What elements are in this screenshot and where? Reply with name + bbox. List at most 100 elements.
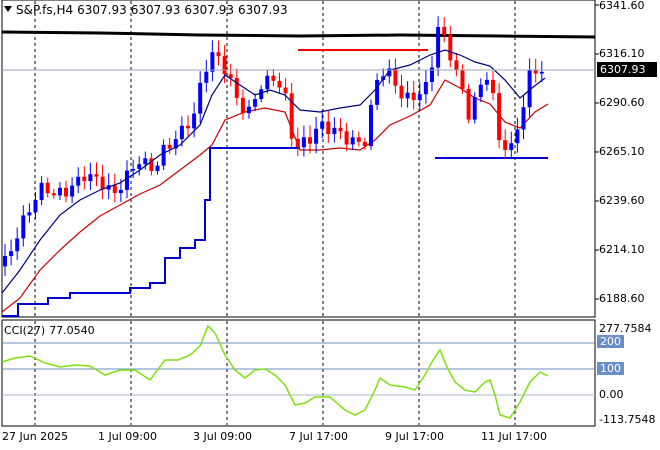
candle-body xyxy=(76,176,81,186)
candle-body xyxy=(100,176,105,190)
cci-panel-frame xyxy=(1,319,596,427)
candle-body xyxy=(320,121,325,129)
main-panel-frame xyxy=(1,0,596,318)
candle-body xyxy=(454,60,459,71)
candle-body xyxy=(9,251,14,256)
cci-level-lines xyxy=(2,342,595,396)
candle-body xyxy=(125,170,129,190)
candle-body xyxy=(27,212,32,216)
candle-body xyxy=(82,176,87,182)
candle-body xyxy=(338,127,343,132)
candle-body xyxy=(21,215,26,239)
candle-body xyxy=(247,106,251,114)
price-label: 6188.60 xyxy=(599,292,645,305)
stepped-support-path xyxy=(2,147,300,317)
current-price-tag: 6307.93 xyxy=(597,62,657,77)
candle-body xyxy=(442,26,447,35)
candle-body xyxy=(118,189,123,194)
candle-body xyxy=(466,88,471,120)
candle-body xyxy=(283,87,288,94)
vertical-grid xyxy=(34,1,516,425)
price-label: 6290.60 xyxy=(599,96,645,109)
candle-body xyxy=(405,92,410,99)
candle-body xyxy=(137,164,142,169)
cci-level-tag: 100 xyxy=(597,362,624,375)
low-value: 6307.93 xyxy=(184,3,234,17)
price-label: 6316.10 xyxy=(599,47,645,60)
candle-body xyxy=(88,174,93,182)
candle-body xyxy=(387,68,392,77)
candle-body xyxy=(131,168,136,171)
candle-body xyxy=(33,200,38,213)
fast-moving-average xyxy=(1,49,546,294)
candle-body xyxy=(314,128,319,144)
candle-body xyxy=(222,56,227,75)
high-value: 6307.93 xyxy=(130,3,181,17)
price-label: 6265.10 xyxy=(599,145,645,158)
cci-axis-label: 277.7584 xyxy=(599,322,652,335)
time-label: 9 Jul 17:00 xyxy=(385,430,444,443)
long-moving-average xyxy=(1,30,596,39)
candle-body xyxy=(503,140,508,150)
candle-body xyxy=(210,52,215,72)
candle-body xyxy=(527,70,532,108)
candle-body xyxy=(112,185,117,194)
candle-body xyxy=(332,127,337,134)
cci-line xyxy=(1,324,549,419)
candle-body xyxy=(533,70,538,74)
candle-body xyxy=(265,75,270,90)
cci-header: CCI(27) 77.0540 xyxy=(4,324,99,337)
cci-value: 77.0540 xyxy=(49,324,95,337)
candle-body xyxy=(393,68,398,86)
close-value: 6307.93 xyxy=(237,3,288,17)
long-ma-path xyxy=(1,30,596,39)
price-label: 6214.10 xyxy=(599,243,645,256)
candle-body xyxy=(362,141,367,147)
candle-body xyxy=(356,137,361,142)
candle-body xyxy=(430,67,434,82)
candle-body xyxy=(259,89,264,100)
chevron-down-icon[interactable] xyxy=(4,6,12,12)
chart-header: S&P.fs,H4 6307.93 6307.93 6307.93 6307.93 xyxy=(4,3,292,17)
candle-body xyxy=(460,70,465,89)
time-label: 27 Jun 2025 xyxy=(2,430,69,443)
candle-body xyxy=(411,92,416,101)
candle-body xyxy=(253,99,258,107)
candle-body xyxy=(143,158,148,165)
candle-body xyxy=(375,79,380,105)
candle-body xyxy=(350,137,355,145)
cci-path xyxy=(1,324,549,419)
candle-body xyxy=(326,121,331,134)
candle-body xyxy=(39,182,44,201)
candle-body xyxy=(51,193,56,196)
time-label: 3 Jul 09:00 xyxy=(193,430,252,443)
candle-body xyxy=(179,125,184,140)
candles xyxy=(3,16,544,276)
candle-body xyxy=(198,82,203,114)
candle-body xyxy=(186,125,190,129)
candle-body xyxy=(277,80,282,88)
candle-body xyxy=(515,129,520,144)
candle-body xyxy=(173,139,178,149)
candle-body xyxy=(94,174,99,177)
candle-body xyxy=(301,137,306,148)
candle-body xyxy=(192,113,197,129)
cci-axis-label: 0.00 xyxy=(599,388,624,401)
open-value: 6307.93 xyxy=(77,3,127,17)
cci-name: CCI(27) xyxy=(4,324,46,337)
candle-body xyxy=(45,182,50,194)
candle-body xyxy=(15,238,20,252)
symbol-label: S&P.fs,H4 xyxy=(16,3,74,17)
candle-body xyxy=(417,94,422,101)
candle-body xyxy=(369,104,373,147)
time-label: 11 Jul 17:00 xyxy=(481,430,547,443)
trend-lines xyxy=(298,49,548,159)
candle-body xyxy=(216,52,221,57)
cci-level-tag: 200 xyxy=(597,335,624,348)
candle-body xyxy=(448,34,453,61)
time-label: 7 Jul 17:00 xyxy=(289,430,348,443)
candle-body xyxy=(289,93,294,139)
candle-body xyxy=(64,187,68,197)
candle-body xyxy=(472,97,477,120)
